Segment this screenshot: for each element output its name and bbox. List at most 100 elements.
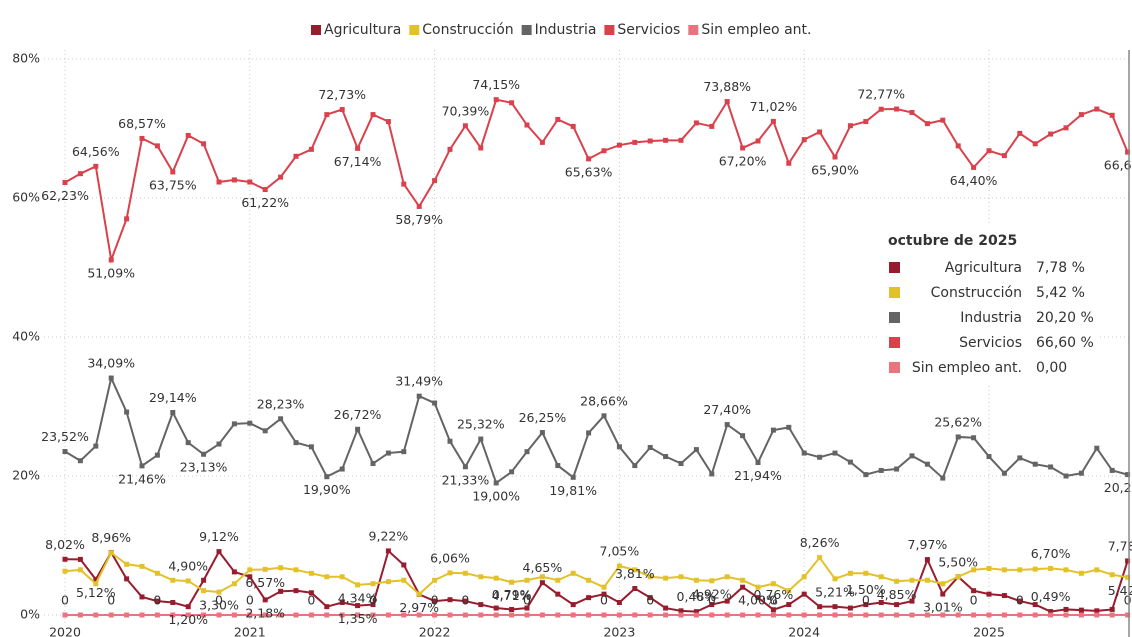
point <box>509 579 515 585</box>
point <box>170 612 176 618</box>
series-line <box>64 98 1129 264</box>
point <box>370 460 376 466</box>
point <box>139 594 145 600</box>
point <box>201 612 207 618</box>
point <box>355 426 361 432</box>
data-label: 7,97% <box>908 537 948 552</box>
x-tick-label: 2020 <box>49 625 81 637</box>
data-label: 72,73% <box>318 87 366 102</box>
point <box>185 604 191 610</box>
point <box>986 565 992 571</box>
point <box>509 607 515 613</box>
data-label: 62,23% <box>41 188 89 203</box>
x-tick-label: 2022 <box>419 625 451 637</box>
data-label: 21,46% <box>118 471 166 486</box>
tooltip-swatch <box>889 362 900 373</box>
point <box>1032 461 1038 467</box>
data-label: 26,25% <box>519 410 567 425</box>
data-label: 0 <box>153 593 161 608</box>
point <box>555 612 561 618</box>
point <box>817 604 823 610</box>
point <box>108 257 114 263</box>
legend-swatch <box>604 25 615 35</box>
tooltip-value: 66,60 % <box>1036 335 1094 351</box>
point <box>262 597 268 603</box>
point <box>1017 612 1023 618</box>
data-label: 1,50% <box>846 582 886 597</box>
point <box>401 181 407 187</box>
point <box>432 598 438 604</box>
point <box>108 550 114 556</box>
point <box>586 430 592 436</box>
data-label: 5,12% <box>76 585 116 600</box>
point <box>247 567 253 573</box>
legend-label: Industria <box>535 22 597 38</box>
point <box>478 436 484 442</box>
point <box>1048 609 1054 615</box>
point <box>462 123 468 129</box>
point <box>847 570 853 576</box>
point <box>755 138 761 144</box>
point <box>339 466 345 472</box>
point <box>509 469 515 475</box>
point <box>1125 574 1131 580</box>
point <box>724 574 730 580</box>
point <box>139 612 145 618</box>
point <box>124 576 130 582</box>
point <box>847 612 853 618</box>
point <box>524 612 530 618</box>
point <box>971 612 977 618</box>
point <box>385 579 391 585</box>
point <box>462 464 468 470</box>
point <box>693 577 699 583</box>
point <box>524 122 530 128</box>
point <box>740 577 746 583</box>
point <box>616 142 622 148</box>
data-label: 65,63% <box>565 164 613 179</box>
legend: Agricultura Construcción Industria Servicio… <box>311 22 811 38</box>
point <box>231 421 237 427</box>
point <box>432 400 438 406</box>
point <box>709 602 715 608</box>
legend-swatch <box>521 25 532 35</box>
data-label: 64,56% <box>72 144 120 159</box>
point <box>1125 612 1131 618</box>
point <box>416 203 422 209</box>
tooltip-value: 0,00 <box>1036 360 1067 376</box>
point <box>370 612 376 618</box>
data-label: 8,96% <box>91 530 131 545</box>
data-label: 31,49% <box>395 374 443 389</box>
series-line <box>64 551 1128 596</box>
point <box>786 160 792 166</box>
point <box>216 441 222 447</box>
tooltip-value: 20,20 % <box>1036 310 1094 326</box>
point <box>740 433 746 439</box>
point <box>570 602 576 608</box>
data-label: 4,00% <box>738 593 778 608</box>
point <box>154 598 160 604</box>
point <box>509 100 515 106</box>
point <box>493 612 499 618</box>
point <box>847 605 853 611</box>
point <box>1109 606 1115 612</box>
point <box>62 568 68 574</box>
point <box>632 463 638 469</box>
data-label: 5,50% <box>938 554 978 569</box>
point <box>1063 473 1069 479</box>
legend-label: Agricultura <box>324 22 401 38</box>
point <box>986 148 992 154</box>
point <box>1048 612 1054 618</box>
data-label: 0 <box>215 593 223 608</box>
point <box>93 576 99 582</box>
data-label: 3,01% <box>923 600 963 615</box>
point <box>586 612 592 618</box>
point <box>1063 612 1069 618</box>
point <box>1063 567 1069 573</box>
point <box>801 612 807 618</box>
data-label: 1,20% <box>168 612 208 627</box>
point <box>894 106 900 112</box>
point <box>709 471 715 477</box>
point <box>154 143 160 149</box>
point <box>940 591 946 597</box>
